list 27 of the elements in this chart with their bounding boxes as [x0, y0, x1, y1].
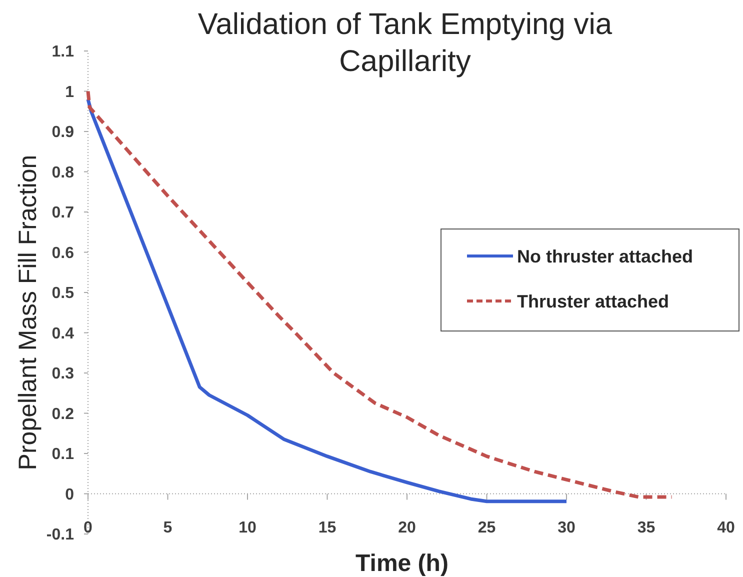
x-tick-label: 10 — [238, 519, 256, 536]
y-tick-label: 0 — [65, 486, 74, 504]
y-tick-label: -0.1 — [46, 526, 74, 544]
y-tick-label: 1 — [65, 84, 74, 101]
x-tick-label: 0 — [84, 519, 93, 536]
x-tick-label: 40 — [717, 519, 735, 536]
y-tick-label: 0.9 — [52, 124, 74, 142]
y-tick-label: 0.4 — [52, 325, 74, 342]
y-tick-label: 0.1 — [52, 446, 74, 464]
y-tick-label: 0.2 — [52, 406, 74, 423]
x-tick-label: 30 — [558, 519, 576, 536]
y-tick-label: 0.6 — [52, 244, 74, 262]
x-tick-label: 20 — [398, 519, 416, 536]
legend-label: Thruster attached — [517, 291, 670, 312]
y-tick-label: 1.1 — [52, 44, 74, 61]
x-tick-label: 25 — [478, 519, 496, 536]
y-tick-label: 0.3 — [52, 366, 74, 383]
x-tick-label: 5 — [163, 519, 172, 536]
y-tick-label: 0.7 — [52, 204, 74, 222]
x-axis-title: Time (h) — [356, 550, 448, 577]
y-axis-title: Propellant Mass Fill Fraction — [14, 154, 42, 470]
x-tick-label: 15 — [318, 519, 336, 536]
legend-label: No thruster attached — [517, 246, 694, 266]
chart-title: Validation of Tank Emptying via Capillarity — [198, 8, 612, 78]
x-tick-label: 35 — [637, 519, 656, 536]
y-tick-label: 0.5 — [52, 285, 74, 302]
y-tick-label: 0.8 — [52, 164, 74, 182]
